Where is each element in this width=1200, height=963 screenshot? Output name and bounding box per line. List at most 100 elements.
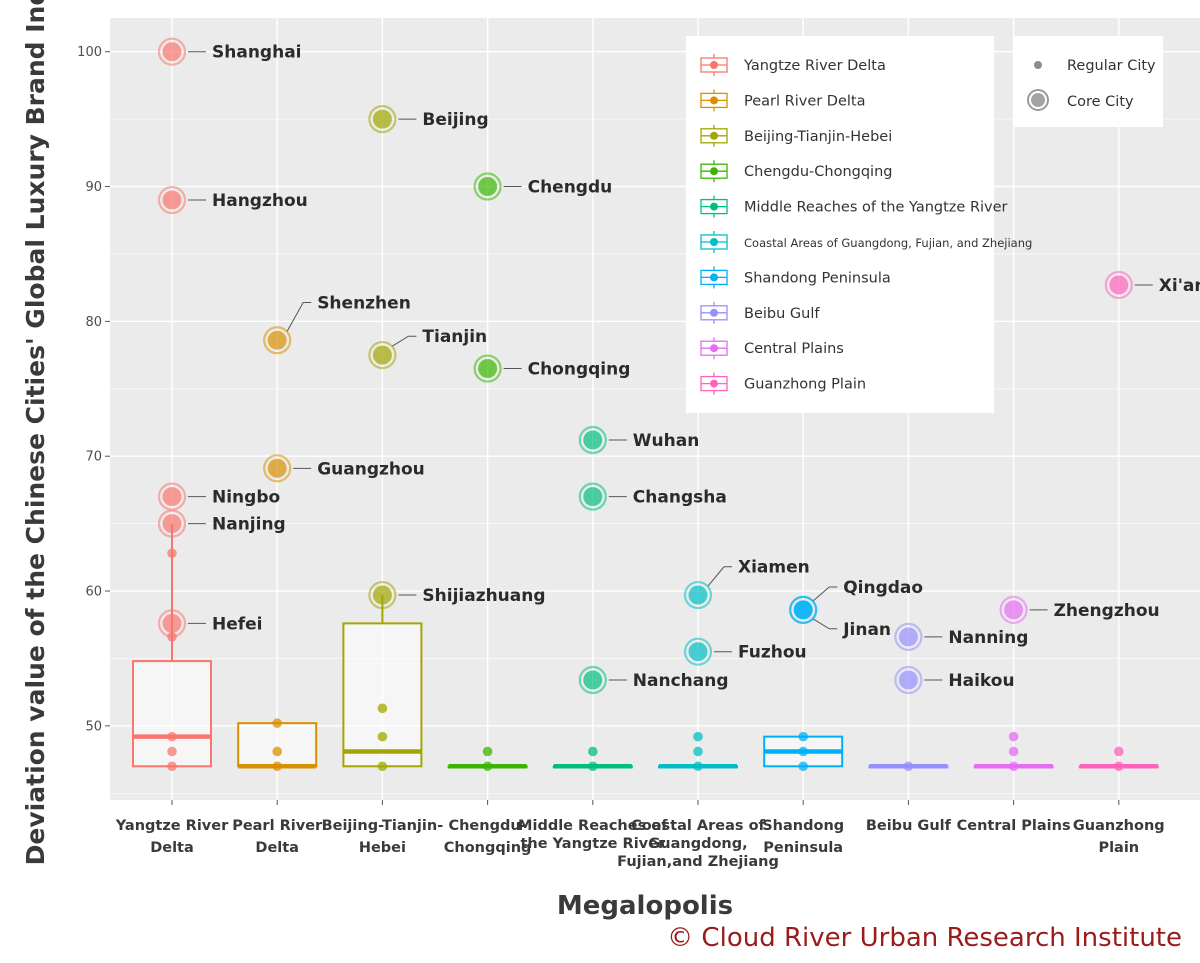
core-city-label: Changsha	[633, 488, 727, 508]
core-city-point	[267, 458, 287, 478]
regular-city-point	[272, 761, 283, 772]
core-city-point	[583, 670, 603, 690]
regular-city-point	[798, 746, 808, 757]
regular-city-point	[167, 548, 177, 559]
box-body	[237, 722, 318, 768]
legend-key-point	[710, 96, 718, 105]
regular-city-point	[1114, 746, 1124, 757]
core-city-leader	[812, 586, 838, 602]
legend-series-label: Guanzhong Plain	[744, 377, 866, 393]
legend-core-city-key-ring	[1027, 89, 1049, 111]
core-city-ring	[683, 637, 713, 666]
x-tick-label-line: Middle Reaches of	[518, 818, 668, 834]
x-tick-label-line: Guanzhong	[1073, 818, 1165, 834]
x-tick-label-line: Pearl River	[232, 818, 323, 834]
core-city-point	[162, 514, 182, 534]
core-city-label: Shijiazhuang	[422, 586, 545, 606]
core-city-ring	[1104, 270, 1133, 300]
core-city-label: Hefei	[212, 614, 263, 634]
core-city-label: Shanghai	[212, 43, 302, 63]
regular-city-point	[272, 718, 283, 728]
core-city-point	[1004, 600, 1024, 620]
core-city-ring	[999, 595, 1028, 624]
legend-series-items: Yangtze River Delta Pearl River Delta Beij…	[700, 54, 1032, 395]
x-tick-label-line: Peninsula	[763, 840, 843, 856]
y-tick-label: 100	[77, 45, 102, 60]
legend-core-city-key	[1031, 93, 1045, 107]
core-city-ring	[368, 105, 397, 134]
core-city-point	[372, 345, 392, 365]
core-city-label: Zhengzhou	[1054, 601, 1160, 621]
core-city-ring	[157, 509, 187, 538]
core-city-label: Haikou	[948, 671, 1014, 691]
regular-city-point	[377, 731, 388, 742]
legend-regular-city-label: Regular City	[1067, 58, 1156, 74]
core-city-ring	[894, 622, 923, 651]
x-tick-label-line: Yangtze River	[115, 818, 229, 834]
regular-city-point	[1114, 761, 1124, 772]
x-tick-label: Chengdu- Chongqing	[444, 818, 532, 856]
legend-key-point	[710, 379, 718, 388]
x-tick-label-line: Guangdong,	[648, 836, 747, 852]
regular-city-point	[798, 731, 808, 742]
legend-series-label: Beibu Gulf	[744, 306, 820, 322]
core-city-point	[793, 600, 813, 620]
core-city-point	[162, 487, 182, 507]
legend-key-point	[710, 202, 718, 211]
regular-city-point	[1008, 746, 1019, 757]
legend-key-point	[710, 308, 718, 317]
x-tick-label: Beibu Gulf	[866, 818, 952, 834]
x-axis-title: Megalopolis	[557, 891, 733, 921]
regular-city-point	[798, 761, 808, 772]
regular-city-point	[588, 746, 598, 757]
legend-series: Yangtze River Delta Pearl River Delta Beij…	[686, 36, 1032, 413]
y-tick-label: 80	[85, 315, 102, 330]
legend-series-label: Pearl River Delta	[744, 93, 866, 109]
x-tick-label-line: Chengdu-	[448, 818, 526, 834]
regular-city-point	[903, 761, 914, 772]
core-city-leader	[707, 566, 732, 587]
legend-series-label: Chengdu-Chongqing	[744, 164, 892, 180]
regular-city-point	[377, 703, 388, 714]
core-city-ring	[578, 425, 607, 455]
x-tick-label: Shandong Peninsula	[762, 818, 844, 856]
x-tick-label-line: Hebei	[359, 840, 406, 856]
legend-key-point	[710, 238, 718, 246]
legend-series-label: Middle Reaches of the Yangtze River	[744, 200, 1008, 216]
legend-key-point	[710, 61, 718, 69]
regular-city-point	[482, 746, 493, 757]
x-tick-label-line: Coastal Areas of	[631, 818, 765, 834]
legend-key-point	[710, 167, 718, 176]
core-city-leader	[812, 618, 838, 630]
core-city-ring	[263, 326, 292, 355]
legend-types-box	[1013, 36, 1163, 127]
core-city-label: Chengdu	[528, 178, 613, 198]
core-city-ring	[473, 172, 502, 201]
legend-regular-city-key	[1034, 61, 1042, 69]
x-tick-label-line: Delta	[255, 840, 299, 856]
legend-key-point	[710, 344, 718, 353]
legend-series-box	[686, 36, 994, 413]
core-city-point	[162, 190, 182, 210]
core-city-point	[688, 585, 708, 605]
core-city-ring	[368, 580, 397, 610]
core-city-label: Xi'an	[1159, 276, 1200, 296]
regular-city-point	[1008, 731, 1019, 742]
core-city-label: Hangzhou	[212, 191, 308, 211]
core-city-label: Ningbo	[212, 488, 280, 508]
y-tick-label: 90	[85, 180, 102, 195]
core-city-label: Jinan	[842, 620, 891, 640]
core-city-ring	[683, 580, 713, 610]
core-city-label: Wuhan	[633, 431, 700, 451]
core-city-label: Qingdao	[843, 578, 923, 598]
x-tick-label: Yangtze River Delta	[115, 818, 229, 856]
core-city-label: Nanchang	[633, 671, 729, 691]
core-city-point	[688, 642, 708, 662]
legend-types: Regular City Core City	[1013, 36, 1163, 127]
legend-series-label: Shandong Peninsula	[744, 270, 891, 286]
legend-key-point	[710, 131, 718, 140]
regular-city-point	[588, 761, 598, 772]
box-body	[342, 622, 423, 768]
core-city-point	[1109, 275, 1129, 295]
x-tick-label-line: Plain	[1098, 840, 1139, 856]
